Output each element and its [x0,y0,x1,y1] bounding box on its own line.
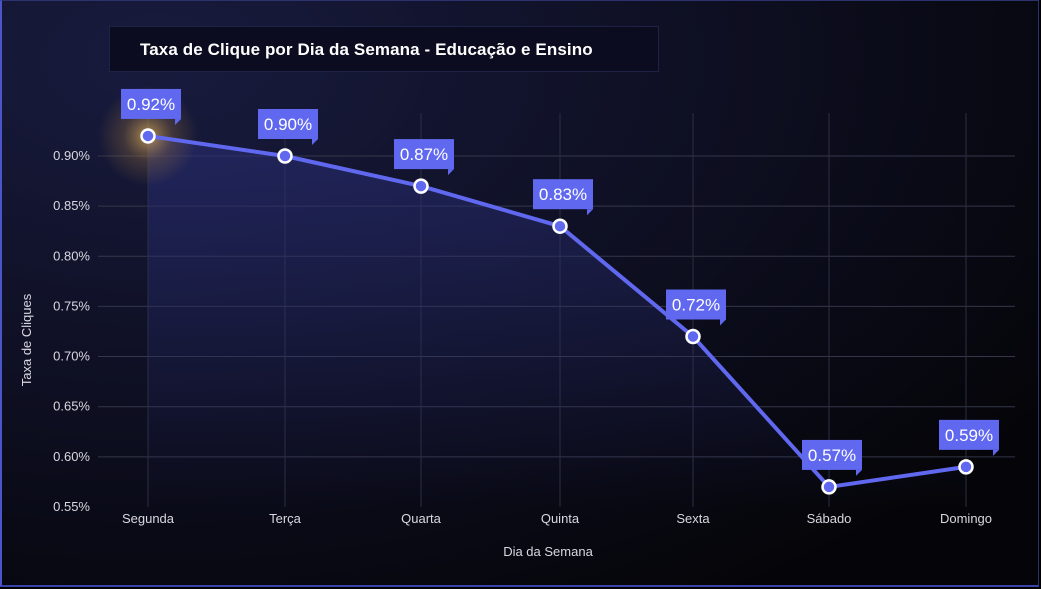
data-label: 0.92% [121,88,181,125]
data-label-box [258,109,318,139]
y-tick-label: 0.55% [53,499,90,514]
data-point[interactable] [552,218,568,234]
y-tick-label: 0.65% [53,399,90,414]
data-label-text: 0.72% [672,296,720,315]
x-tick-label: Quarta [401,511,442,526]
y-tick-label: 0.90% [53,148,90,163]
data-label-text: 0.90% [264,115,312,134]
data-point[interactable] [277,148,293,164]
y-tick-label: 0.80% [53,248,90,263]
data-point[interactable] [413,178,429,194]
data-label-box [939,419,999,450]
data-label: 0.90% [258,109,318,145]
chart-title: Taxa de Clique por Dia da Semana - Educa… [140,40,593,59]
data-label-box [394,139,454,170]
x-tick-label: Segunda [122,511,175,526]
x-tick-label: Domingo [940,511,992,526]
data-label-tail [312,139,318,145]
data-label: 0.87% [394,139,454,176]
data-label-tail [587,209,593,216]
data-label-text: 0.83% [539,185,587,204]
y-tick-label: 0.70% [53,349,90,364]
data-label-box [533,179,593,210]
data-label: 0.83% [533,179,593,216]
data-point[interactable] [685,328,701,345]
y-tick-label: 0.60% [53,449,90,464]
y-axis-label: Taxa de Cliques [19,293,34,386]
data-label: 0.57% [802,439,862,476]
data-label-text: 0.59% [945,426,993,445]
data-label-box [666,289,726,320]
data-label-text: 0.57% [808,446,856,465]
data-point[interactable] [958,459,974,475]
data-label-text: 0.87% [400,145,448,164]
data-label-box [121,88,181,119]
y-tick-label: 0.85% [53,198,90,213]
data-point[interactable] [140,128,156,144]
x-tick-label: Sexta [676,511,710,526]
x-axis-label: Dia da Semana [503,544,593,559]
chart-title-box: Taxa de Clique por Dia da Semana - Educa… [109,26,659,72]
data-label-tail [856,469,862,476]
data-label-tail [993,449,999,456]
x-tick-label: Sábado [807,511,852,526]
x-tick-label: Quinta [541,511,580,526]
data-label-tail [720,319,726,326]
data-label: 0.72% [666,289,726,326]
x-tick-label: Terça [269,511,302,526]
data-label-tail [175,118,181,125]
data-point[interactable] [821,479,837,495]
data-label-text: 0.92% [127,95,175,114]
data-label-tail [448,169,454,176]
data-label-box [802,439,862,470]
y-tick-label: 0.75% [53,298,90,313]
data-label: 0.59% [939,419,999,456]
